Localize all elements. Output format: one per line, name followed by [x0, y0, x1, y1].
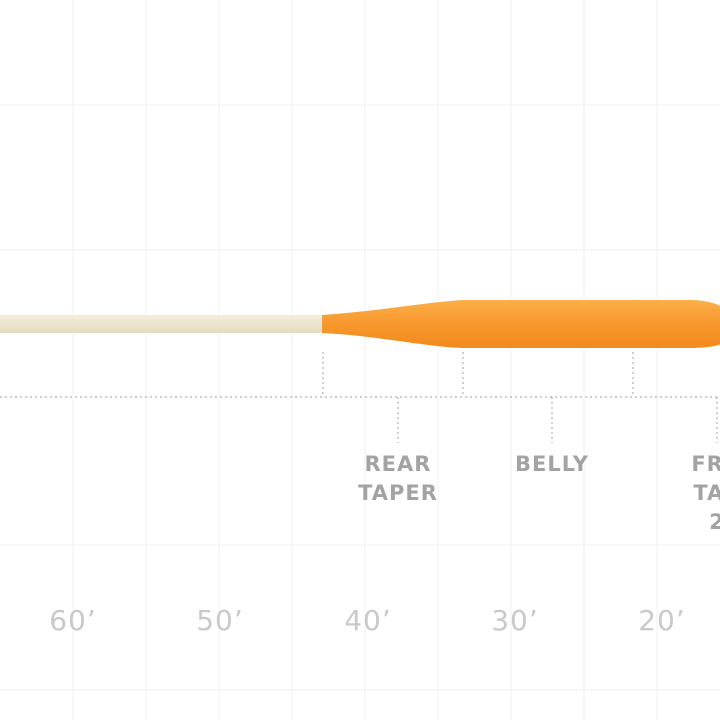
- front-taper-label-line-2: TAP: [693, 481, 720, 505]
- rear-taper-label: REAR TAPER: [348, 450, 448, 508]
- front-taper-label-line-1: FRO: [691, 452, 720, 476]
- zone-guides: [0, 352, 720, 443]
- length-tick-30: 30’: [491, 604, 539, 637]
- length-tick-20: 20’: [638, 604, 686, 637]
- belly-label: BELLY: [502, 450, 602, 479]
- running-line: [0, 315, 326, 333]
- length-tick-60: 60’: [49, 604, 97, 637]
- rear-taper-label-line-2: TAPER: [358, 481, 438, 505]
- front-taper-label-line-3: 2: [709, 510, 720, 534]
- line-head: [322, 300, 720, 348]
- length-tick-50: 50’: [196, 604, 244, 637]
- length-tick-40: 40’: [344, 604, 392, 637]
- belly-label-line-1: BELLY: [514, 452, 590, 476]
- front-taper-label: FRO TAP 2: [667, 450, 720, 537]
- rear-taper-label-line-1: REAR: [364, 452, 432, 476]
